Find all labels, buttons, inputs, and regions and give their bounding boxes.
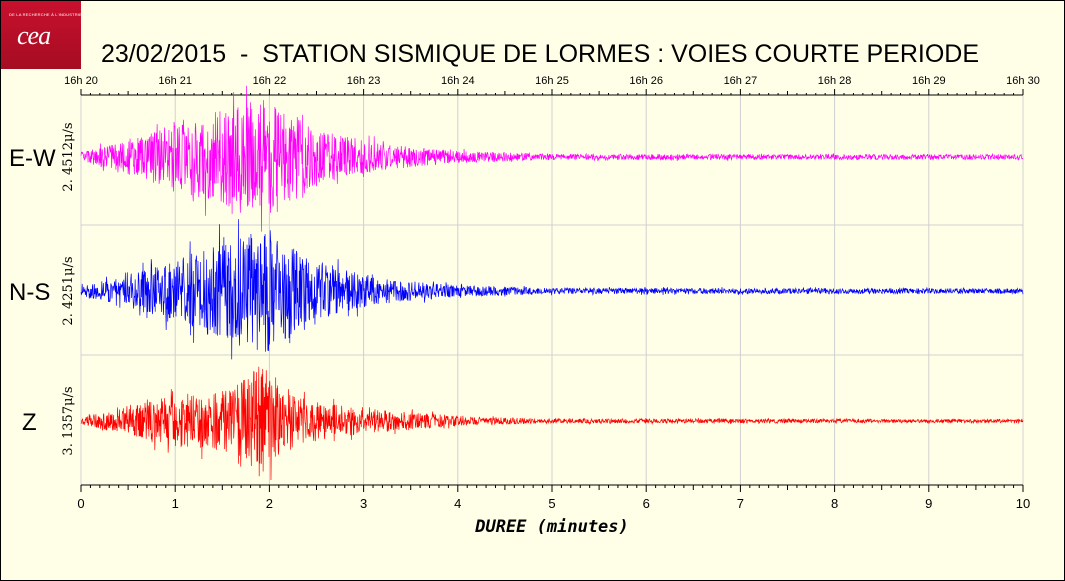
top-tick-label: 16h 25: [535, 75, 569, 87]
trace-e-w: [80, 85, 1024, 232]
bottom-tick-label: 9: [925, 496, 932, 511]
bottom-tick-label: 3: [360, 496, 367, 511]
top-tick-label: 16h 22: [253, 75, 287, 87]
channel-label: Z: [22, 409, 37, 436]
top-tick-label: 16h 20: [64, 75, 98, 87]
trace-z: [80, 366, 1024, 480]
top-tick-label: 16h 27: [724, 75, 758, 87]
cea-logo: DE LA RECHERCHE À L'INDUSTRIE cea: [1, 1, 83, 69]
logo-tagline: DE LA RECHERCHE À L'INDUSTRIE: [9, 12, 83, 17]
top-tick-label: 16h 26: [629, 75, 663, 87]
bottom-tick-label: 8: [831, 496, 838, 511]
bottom-tick-label: 7: [737, 496, 744, 511]
channel-labels: E-W 2. 4512μ/s N-S 2. 4251μ/s Z 3. 1357μ/s: [9, 122, 76, 455]
bottom-tick-label: 4: [454, 496, 461, 511]
bottom-tick-label: 1: [172, 496, 179, 511]
top-time-axis: 16h 20 16h 21 16h 22 16h 23 16h 24 16h 25 16h …: [64, 75, 1040, 96]
bottom-tick-label: 2: [266, 496, 273, 511]
logo-text: cea: [17, 21, 51, 50]
top-tick-label: 16h 29: [912, 75, 946, 87]
bottom-tick-label: 5: [548, 496, 555, 511]
top-tick-label: 16h 21: [158, 75, 192, 87]
chart-title: 23/02/2015 - STATION SISMIQUE DE LORMES …: [101, 40, 980, 68]
top-tick-label: 16h 24: [441, 75, 475, 87]
scale-label: 2. 4251μ/s: [61, 256, 76, 325]
traces: [80, 85, 1024, 480]
trace-n-s: [80, 219, 1024, 360]
scale-label: 3. 1357μ/s: [61, 386, 76, 455]
top-tick-label: 16h 23: [347, 75, 381, 87]
top-tick-label: 16h 28: [818, 75, 852, 87]
x-axis-label: DUREE (minutes): [474, 517, 629, 537]
bottom-tick-label: 0: [77, 496, 84, 511]
bottom-tick-label: 10: [1016, 496, 1030, 511]
bottom-tick-label: 6: [643, 496, 650, 511]
bottom-duration-axis: 0 1 2 3 4 5 6 7 8 9 10 DUREE (minutes): [77, 484, 1030, 537]
channel-label: E-W: [9, 145, 56, 172]
top-tick-label: 16h 30: [1006, 75, 1040, 87]
scale-label: 2. 4512μ/s: [61, 122, 76, 191]
channel-label: N-S: [9, 279, 50, 306]
